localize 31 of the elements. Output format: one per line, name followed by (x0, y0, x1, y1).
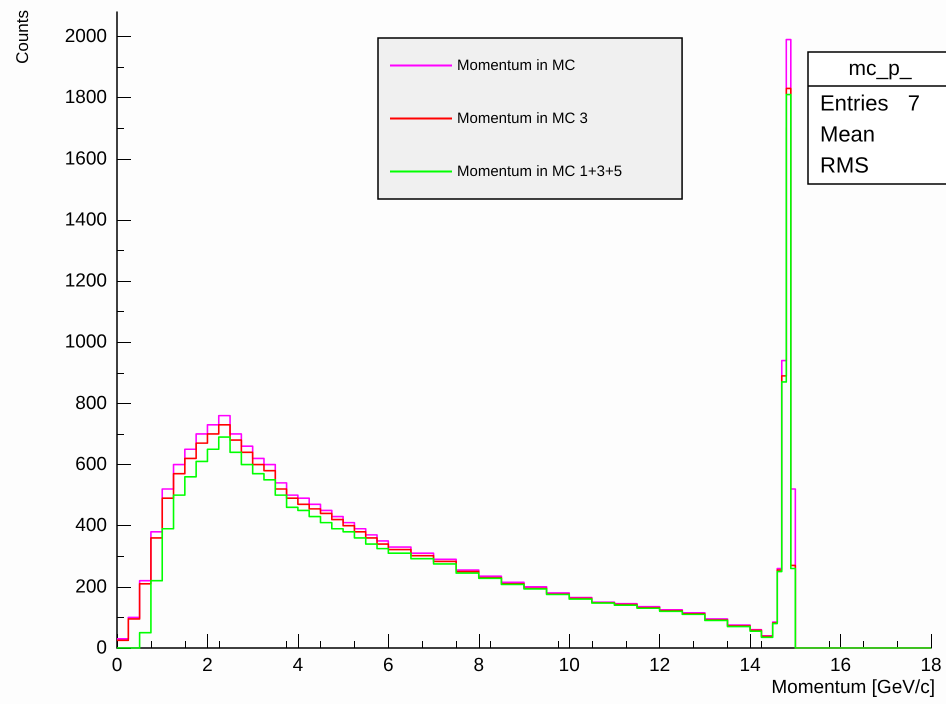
annotation: 7 (908, 90, 920, 116)
y-tick-label: 1600 (64, 148, 107, 170)
x-tick-label: 2 (202, 655, 213, 676)
x-tick-label: 18 (920, 655, 942, 676)
legend-label: Momentum in MC 3 (457, 110, 588, 127)
annotation: RMS (820, 152, 869, 178)
y-tick-label: 800 (75, 392, 107, 414)
x-tick-label: 6 (383, 655, 394, 676)
x-tick-label: 14 (740, 655, 762, 676)
annotation: Mean (820, 122, 876, 146)
y-axis-title: Counts (13, 10, 32, 64)
y-tick-label: 1200 (64, 270, 107, 292)
annotation: mc_p_ (848, 57, 912, 80)
y-tick-label: 1400 (64, 209, 107, 230)
x-tick-label: 0 (112, 655, 122, 676)
x-axis-title: Momentum [GeV/c] (771, 677, 935, 698)
y-tick-label: 0 (96, 638, 107, 658)
x-tick-label: 12 (649, 655, 670, 676)
legend-label: Momentum in MC 1+3+5 (457, 163, 622, 180)
y-tick-label: 1000 (64, 332, 107, 353)
annotation: Entries (820, 90, 888, 116)
y-tick-label: 600 (75, 454, 107, 476)
x-tick-label: 8 (473, 655, 484, 676)
x-tick-label: 16 (830, 655, 852, 676)
y-tick-label: 1800 (64, 87, 107, 108)
x-tick-label: 10 (558, 655, 580, 676)
legend-label: Momentum in MC (457, 57, 576, 74)
y-tick-label: 400 (75, 515, 107, 536)
y-tick-label: 200 (75, 576, 107, 598)
y-tick-label: 2000 (64, 26, 107, 47)
x-tick-label: 4 (292, 655, 304, 676)
